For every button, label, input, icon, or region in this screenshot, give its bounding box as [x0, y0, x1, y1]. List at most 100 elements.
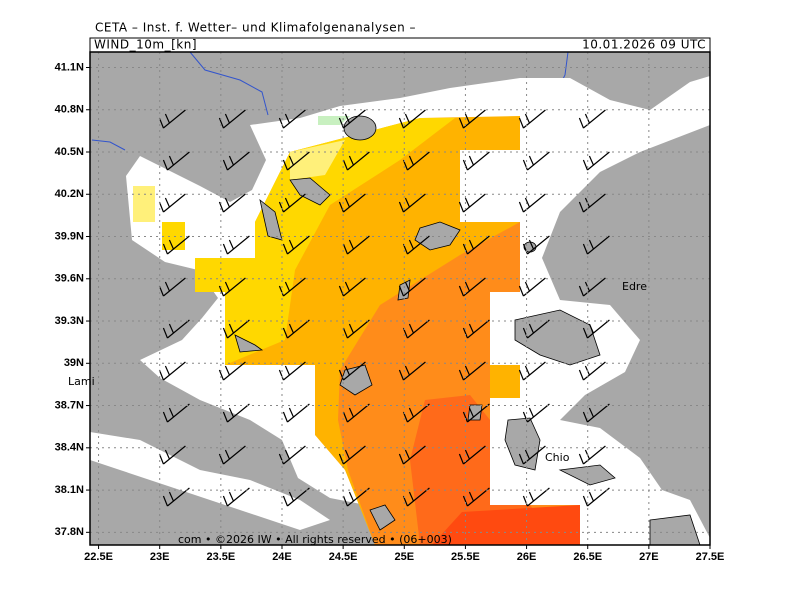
wind-barb [222, 319, 250, 339]
wind-field [410, 395, 560, 545]
wind-barb [582, 487, 610, 507]
wind-barb [278, 109, 306, 129]
wind-barb [462, 319, 490, 339]
wind-barb [162, 487, 190, 507]
x-tick-label: 24.5E [329, 551, 358, 563]
y-tick-label: 38.1N [55, 484, 84, 496]
wind-field [318, 116, 350, 125]
copyright: com • ©2026 IW • All rights reserved • (… [178, 533, 452, 546]
wind-barb [278, 277, 306, 297]
x-tick-label: 23.5E [206, 551, 235, 563]
place-label: Lami [68, 375, 95, 388]
wind-barb [518, 109, 546, 129]
y-tick-label: 40.2N [55, 188, 84, 200]
wind-field [432, 505, 580, 545]
wind-barb [162, 235, 190, 255]
x-tick-label: 22.5E [84, 551, 113, 563]
wind-barb [458, 109, 486, 129]
wind-barb [398, 361, 426, 381]
wind-barb [398, 445, 426, 465]
y-tick-label: 38.7N [55, 399, 84, 411]
wind-barb [218, 193, 246, 213]
wind-barb [338, 193, 366, 213]
wind-barb [342, 403, 370, 423]
y-tick-label: 40.8N [55, 104, 84, 116]
wind-barb [222, 235, 250, 255]
wind-barb [582, 235, 610, 255]
x-tick-label: 27.5E [696, 551, 725, 563]
wind-field [133, 186, 155, 222]
wind-barb [218, 109, 246, 129]
wind-field [338, 222, 580, 545]
gulf [90, 432, 330, 530]
y-tick-label: 38.4N [55, 442, 84, 454]
wind-barb [218, 277, 246, 297]
wind-barb [458, 193, 486, 213]
wind-barb [338, 361, 366, 381]
wind-barb [282, 487, 310, 507]
y-tick-label: 40.5N [55, 146, 84, 158]
wind-field [162, 222, 185, 250]
y-tick-label: 39N [64, 357, 84, 369]
graticule [90, 52, 710, 545]
wind-barb [522, 151, 550, 171]
x-tick-label: 25.5E [451, 551, 480, 563]
wind-barb [278, 445, 306, 465]
wind-barb [222, 487, 250, 507]
wind-barb [518, 361, 546, 381]
wind-barb [162, 403, 190, 423]
wind-barb [222, 151, 250, 171]
wind-barb [282, 235, 310, 255]
wind-barb [222, 403, 250, 423]
wind-barb [218, 445, 246, 465]
wind-barb [162, 151, 190, 171]
wind-barb [458, 361, 486, 381]
wind-barb [582, 151, 610, 171]
place-label: Edre [622, 280, 647, 293]
wind-barb [458, 445, 486, 465]
y-tick-label: 37.8N [55, 526, 84, 538]
x-tick-label: 25E [394, 551, 414, 563]
y-tick-label: 41.1N [55, 61, 84, 73]
wind-barb [278, 361, 306, 381]
x-tick-label: 26.5E [573, 551, 602, 563]
wind-barb [458, 277, 486, 297]
map-area [90, 52, 710, 545]
wind-barb [342, 151, 370, 171]
x-tick-label: 23E [150, 551, 170, 563]
river [189, 52, 269, 116]
wind-barb [398, 193, 426, 213]
wind-barb [398, 109, 426, 129]
wind-barb [342, 235, 370, 255]
wind-barb [282, 403, 310, 423]
wind-barb [462, 403, 490, 423]
wind-barb [522, 319, 550, 339]
wind-barb [462, 151, 490, 171]
wind-field [195, 118, 455, 365]
wind-barb [518, 445, 546, 465]
y-tick-label: 39.9N [55, 230, 84, 242]
wind-barb [338, 277, 366, 297]
wind-barb [282, 319, 310, 339]
wind-barb [278, 193, 306, 213]
wind-barb [338, 445, 366, 465]
x-tick-label: 27E [639, 551, 659, 563]
wind-barb [342, 319, 370, 339]
datetime-label: 10.01.2026 09 UTC [582, 38, 706, 52]
wind-barb [398, 277, 426, 297]
wind-barb [338, 109, 366, 129]
wind-barb [342, 487, 370, 507]
wind-barb [282, 151, 310, 171]
wind-barb [518, 277, 546, 297]
y-tick-label: 39.6N [55, 273, 84, 285]
wind-barb [462, 487, 490, 507]
wind-barb [462, 235, 490, 255]
variable-label: WIND_10m_[kn] [94, 38, 197, 52]
river [91, 139, 126, 151]
place-label: Chio [545, 451, 570, 464]
wind-barb [582, 403, 610, 423]
axis-ticks: 22.5E 23E 23.5E 24E 24.5E 25E 25.5E 26E 26.5E 27E… [55, 61, 725, 563]
wind-barb [218, 361, 246, 381]
